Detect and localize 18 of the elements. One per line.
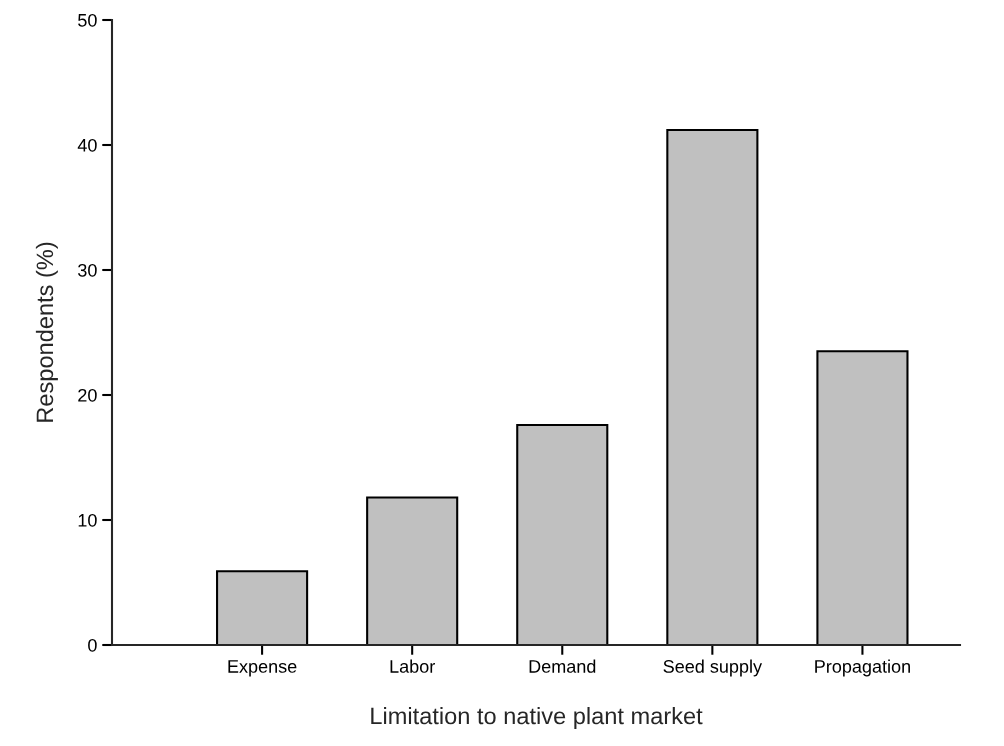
bar <box>816 350 909 645</box>
bar <box>216 570 309 645</box>
y-tick-label: 20 <box>78 388 97 402</box>
bar <box>666 128 759 645</box>
x-tick-label: Seed supply <box>663 659 763 677</box>
y-tick-label: 40 <box>77 138 97 152</box>
y-tick-label: 10 <box>78 513 97 527</box>
y-tick-label: 50 <box>78 13 97 27</box>
x-axis-title: Limitation to native plant market <box>371 706 703 729</box>
x-tick-label: Demand <box>529 659 596 673</box>
y-axis-title: Respondents (%) <box>35 242 58 422</box>
x-tick-label: Labor <box>390 659 435 673</box>
x-tick-label: Propagation <box>815 659 910 677</box>
bar <box>366 496 459 645</box>
bar <box>516 423 609 645</box>
y-tick-label: 30 <box>78 263 97 277</box>
x-tick-label: Expense <box>228 660 297 677</box>
y-tick-label: 0 <box>88 638 97 652</box>
